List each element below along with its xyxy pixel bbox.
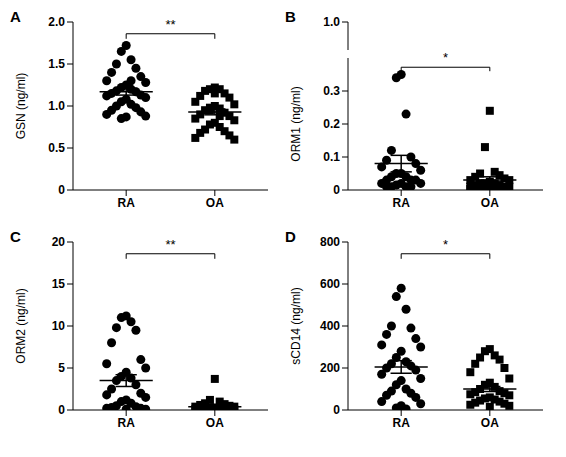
- svg-text:GSN (ng/ml): GSN (ng/ml): [14, 73, 28, 140]
- svg-text:OA: OA: [481, 196, 499, 210]
- svg-text:RA: RA: [393, 196, 411, 210]
- svg-text:*: *: [443, 237, 448, 252]
- svg-text:5: 5: [58, 361, 65, 375]
- svg-text:1.5: 1.5: [48, 57, 65, 71]
- svg-text:15: 15: [52, 277, 66, 291]
- svg-text:ORM2 (ng/ml): ORM2 (ng/ml): [14, 288, 28, 363]
- svg-text:0: 0: [58, 403, 65, 417]
- svg-text:**: **: [165, 17, 175, 32]
- svg-text:600: 600: [320, 277, 340, 291]
- svg-text:0: 0: [333, 403, 340, 417]
- html-text:D: D: [285, 228, 296, 245]
- svg-text:800: 800: [320, 235, 340, 249]
- svg-text:0.5: 0.5: [48, 141, 65, 155]
- svg-text:200: 200: [320, 361, 340, 375]
- svg-text:400: 400: [320, 319, 340, 333]
- svg-text:10: 10: [52, 319, 66, 333]
- html-text:C: C: [10, 228, 21, 245]
- svg-text:2.0: 2.0: [48, 15, 65, 29]
- svg-text:OA: OA: [206, 196, 224, 210]
- html-text:B: B: [285, 8, 296, 25]
- svg-text:*: *: [443, 50, 448, 65]
- svg-text:ORM1 (ng/ml): ORM1 (ng/ml): [289, 86, 303, 161]
- svg-text:20: 20: [52, 235, 66, 249]
- svg-text:0.1: 0.1: [323, 150, 340, 164]
- html-text:A: A: [10, 8, 21, 25]
- svg-text:0.2: 0.2: [323, 117, 340, 131]
- svg-text:1.0: 1.0: [323, 15, 340, 29]
- svg-text:RA: RA: [118, 416, 136, 430]
- svg-text:RA: RA: [118, 196, 136, 210]
- svg-text:RA: RA: [393, 416, 411, 430]
- svg-text:OA: OA: [481, 416, 499, 430]
- svg-text:1.0: 1.0: [48, 99, 65, 113]
- svg-text:OA: OA: [206, 416, 224, 430]
- svg-text:0.3: 0.3: [323, 84, 340, 98]
- svg-text:**: **: [165, 237, 175, 252]
- svg-text:sCD14 (ng/ml): sCD14 (ng/ml): [289, 287, 303, 364]
- svg-text:0: 0: [58, 183, 65, 197]
- svg-text:0: 0: [333, 183, 340, 197]
